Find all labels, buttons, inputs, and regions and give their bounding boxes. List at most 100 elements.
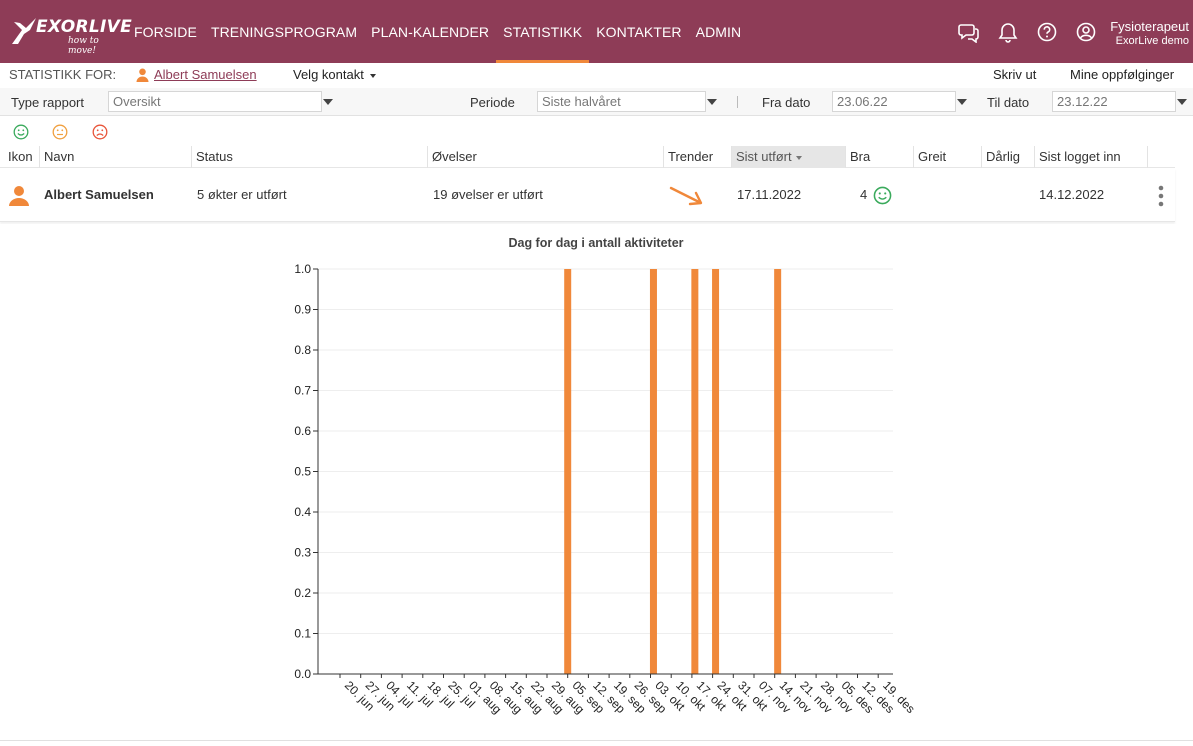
chevron-down-icon xyxy=(957,99,967,105)
col-actions xyxy=(1147,146,1175,168)
print-button[interactable]: Skriv ut xyxy=(993,67,1037,82)
user-org: ExorLive demo xyxy=(1115,35,1189,47)
chart-bar xyxy=(774,269,782,674)
logo-wordmark: EXORLIVE xyxy=(36,17,132,37)
chevron-down-icon xyxy=(707,99,717,105)
nav-plan-kalender[interactable]: PLAN-KALENDER xyxy=(371,24,490,40)
y-tick-label: 0.2 xyxy=(294,586,311,600)
y-tick-label: 0.9 xyxy=(294,303,311,317)
sort-desc-icon xyxy=(795,155,802,160)
caret-down-icon xyxy=(369,73,376,78)
filter-bar: Type rapport Oversikt Periode Siste halv… xyxy=(0,88,1193,116)
row-more-menu[interactable] xyxy=(1155,168,1167,222)
y-tick-label: 0.5 xyxy=(294,465,311,479)
table-header: Ikon Navn Status Øvelser Trender Sist ut… xyxy=(0,146,1175,168)
statistics-for-label: STATISTIKK FOR: xyxy=(9,67,117,82)
logo-figure-icon xyxy=(12,18,36,44)
to-date-label: Til dato xyxy=(987,95,1030,110)
my-followups-button[interactable]: Mine oppfølginger xyxy=(1070,67,1175,82)
chart-bar xyxy=(649,269,657,674)
row-exercises: 19 øvelser er utført xyxy=(433,187,543,202)
col-good[interactable]: Bra xyxy=(845,146,913,168)
footer-divider xyxy=(0,740,1193,746)
smiley-ok-icon[interactable] xyxy=(52,124,68,140)
activity-chart-svg: Dag for dag i antall aktiviteter 0.0 0.1 0… xyxy=(294,236,918,716)
user-role: Fysioterapeut xyxy=(1110,19,1189,34)
select-contact-dropdown[interactable]: Velg kontakt xyxy=(293,67,376,82)
period-select[interactable]: Siste halvåret xyxy=(537,91,717,112)
y-tick-label: 0.6 xyxy=(294,424,311,438)
from-date-label: Fra dato xyxy=(762,95,811,110)
bell-icon[interactable] xyxy=(997,21,1019,43)
y-tick-label: 1.0 xyxy=(294,262,311,276)
nav-forside[interactable]: FORSIDE xyxy=(134,24,197,40)
y-tick-label: 0.1 xyxy=(294,627,311,641)
col-name[interactable]: Navn xyxy=(39,146,191,168)
nav-kontakter[interactable]: KONTAKTER xyxy=(596,24,682,40)
divider xyxy=(737,96,738,108)
y-tick-label: 0.3 xyxy=(294,546,311,560)
contact-bar: STATISTIKK FOR: Albert Samuelsen Velg ko… xyxy=(0,63,1193,87)
mood-legend xyxy=(0,118,1193,146)
col-trends[interactable]: Trender xyxy=(663,146,731,168)
logo-tagline: how to move! xyxy=(68,36,99,56)
account-icon[interactable] xyxy=(1075,21,1097,43)
trend-down-arrow-icon xyxy=(669,186,703,205)
from-date-input[interactable]: 23.06.22 xyxy=(832,91,967,112)
nav-treningsprogram[interactable]: TRENINGSPROGRAM xyxy=(210,24,358,40)
col-bad[interactable]: Dårlig xyxy=(981,146,1034,168)
chart-title: Dag for dag i antall aktiviteter xyxy=(508,236,683,250)
report-type-label: Type rapport xyxy=(11,95,84,110)
col-status[interactable]: Status xyxy=(191,146,427,168)
row-name[interactable]: Albert Samuelsen xyxy=(44,187,154,202)
col-last-login[interactable]: Sist logget inn xyxy=(1034,146,1147,168)
y-tick-label: 0.4 xyxy=(294,505,311,519)
to-date-value: 23.12.22 xyxy=(1057,94,1108,109)
col-exercises[interactable]: Øvelser xyxy=(427,146,663,168)
col-icon[interactable]: Ikon xyxy=(8,149,33,164)
y-tick-label: 0.7 xyxy=(294,384,311,398)
row-last-done: 17.11.2022 xyxy=(737,187,802,202)
top-icons xyxy=(958,21,1097,43)
row-good-smiley xyxy=(873,168,892,222)
y-tick-label: 0.0 xyxy=(294,667,311,681)
report-type-value: Oversikt xyxy=(113,94,161,109)
nav-statistikk[interactable]: STATISTIKK xyxy=(496,0,590,63)
help-icon[interactable] xyxy=(1036,21,1058,43)
row-trend xyxy=(668,168,704,222)
activity-chart: Dag for dag i antall aktiviteter 0.0 0.1 0… xyxy=(0,224,1193,740)
y-tick-label: 0.8 xyxy=(294,343,311,357)
row-good-count: 4 xyxy=(860,187,868,202)
to-date-input[interactable]: 23.12.22 xyxy=(1052,91,1187,112)
from-date-value: 23.06.22 xyxy=(837,94,888,109)
col-last-done[interactable]: Sist utført xyxy=(731,146,845,168)
smiley-bad-icon[interactable] xyxy=(92,124,108,140)
chat-icon[interactable] xyxy=(958,21,980,43)
chart-bar xyxy=(712,269,720,674)
chevron-down-icon xyxy=(1177,99,1187,105)
person-icon xyxy=(9,185,29,206)
select-contact-label: Velg kontakt xyxy=(293,67,364,82)
more-vertical-icon xyxy=(1158,185,1164,206)
row-last-login: 14.12.2022 xyxy=(1039,187,1105,202)
person-icon xyxy=(136,68,149,82)
statistics-table: Ikon Navn Status Øvelser Trender Sist ut… xyxy=(0,146,1175,222)
row-icon-cell xyxy=(8,168,30,222)
chart-bar xyxy=(691,269,699,674)
period-value: Siste halvåret xyxy=(542,94,621,109)
smiley-good-icon xyxy=(873,186,892,205)
main-nav: FORSIDE TRENINGSPROGRAM PLAN-KALENDER ST… xyxy=(127,0,748,63)
col-ok[interactable]: Greit xyxy=(913,146,981,168)
period-label: Periode xyxy=(470,95,515,110)
smiley-good-icon[interactable] xyxy=(13,124,29,140)
col-last-done-label: Sist utført xyxy=(736,149,792,164)
report-type-select[interactable]: Oversikt xyxy=(108,91,333,112)
chart-bar xyxy=(564,269,572,674)
exorlive-logo[interactable]: EXORLIVE how to move! xyxy=(10,14,132,56)
contact-name-link[interactable]: Albert Samuelsen xyxy=(154,67,257,82)
user-menu[interactable]: Fysioterapeut ExorLive demo xyxy=(1110,19,1189,48)
chevron-down-icon xyxy=(323,99,333,105)
nav-admin[interactable]: ADMIN xyxy=(695,24,742,40)
table-row[interactable]: Albert Samuelsen 5 økter er utført 19 øv… xyxy=(0,168,1175,222)
row-status: 5 økter er utført xyxy=(197,187,287,202)
